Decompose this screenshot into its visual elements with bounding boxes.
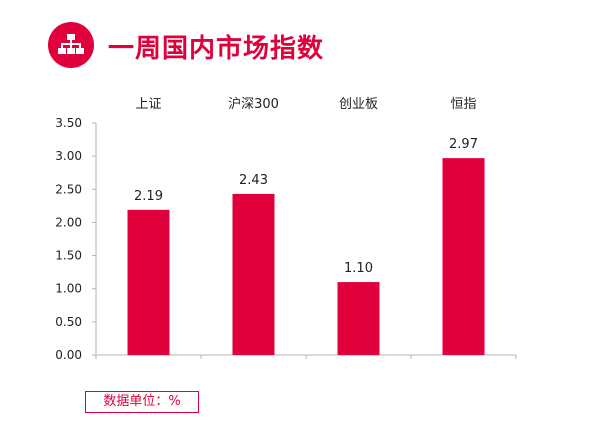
y-tick-label: 3.00 [55, 149, 82, 163]
y-tick-label: 2.50 [55, 182, 82, 196]
data-label: 2.43 [239, 173, 268, 188]
category-label: 恒指 [450, 97, 476, 112]
y-tick-label: 1.50 [55, 249, 82, 263]
y-tick-label: 3.50 [55, 116, 82, 130]
data-label: 2.97 [449, 137, 478, 152]
y-tick-label: 1.00 [55, 282, 82, 296]
category-label: 沪深300 [228, 96, 279, 112]
y-tick-label: 2.00 [55, 215, 82, 229]
category-label: 上证 [135, 97, 161, 112]
bar [232, 193, 275, 355]
page-title: 一周国内市场指数 [108, 34, 325, 64]
unit-note: 数据单位：% [85, 391, 199, 413]
y-tick-label: 0.50 [55, 315, 82, 329]
bar [442, 158, 485, 355]
bar [127, 209, 170, 355]
hierarchy-icon [48, 22, 94, 68]
y-tick-label: 0.00 [55, 348, 82, 362]
bar [337, 282, 380, 355]
category-label: 创业板 [339, 97, 378, 112]
data-label: 2.19 [134, 189, 163, 204]
data-label: 1.10 [344, 261, 373, 276]
